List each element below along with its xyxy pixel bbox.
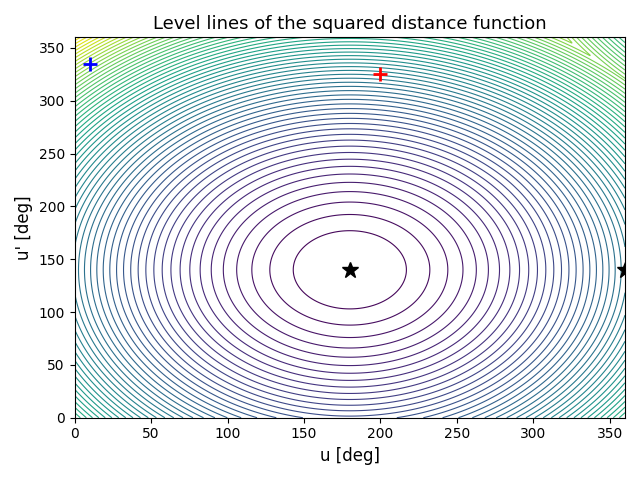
Y-axis label: u' [deg]: u' [deg] [15,195,33,260]
X-axis label: u [deg]: u [deg] [320,447,380,465]
Title: Level lines of the squared distance function: Level lines of the squared distance func… [153,15,547,33]
